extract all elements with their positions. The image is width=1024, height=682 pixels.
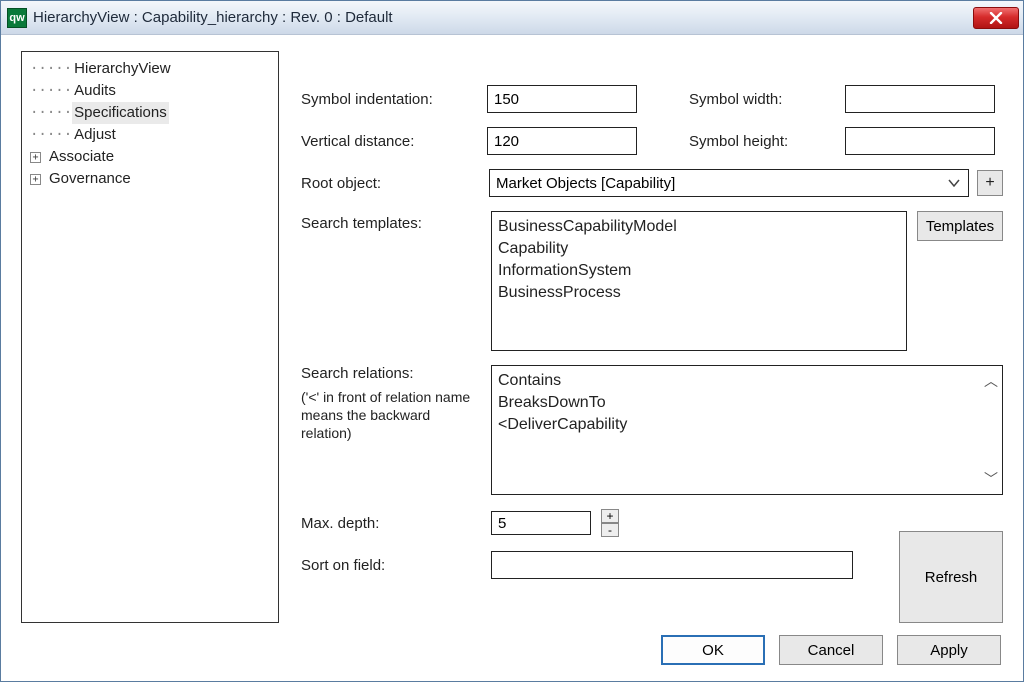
symbol-width-input[interactable] (845, 85, 995, 113)
list-item[interactable]: InformationSystem (498, 260, 900, 282)
tree-label: Audits (72, 80, 118, 102)
refresh-button[interactable]: Refresh (899, 531, 1003, 623)
tree-item-associate[interactable]: + Associate (30, 146, 270, 168)
sort-on-field-row: Sort on field: (301, 551, 1003, 579)
tree-expander-icon[interactable]: + (30, 152, 41, 163)
tree-item-audits[interactable]: ····· Audits (30, 80, 270, 102)
stepper-down-button[interactable]: - (601, 523, 619, 537)
vertical-distance-input[interactable] (487, 127, 637, 155)
root-object-add-button[interactable]: + (977, 170, 1003, 196)
tree-connector: ····· (30, 124, 72, 146)
tree-connector: ····· (30, 80, 72, 102)
vertical-distance-label: Vertical distance: (301, 133, 481, 150)
client-area: ····· HierarchyView ····· Audits ····· S… (1, 35, 1023, 681)
symbol-height-label: Symbol height: (689, 133, 839, 150)
templates-button[interactable]: Templates (917, 211, 1003, 241)
window-title: HierarchyView : Capability_hierarchy : R… (33, 9, 973, 26)
tree-connector: ····· (30, 102, 72, 124)
search-relations-row: Search relations: ('<' in front of relat… (301, 365, 1003, 495)
search-relations-label: Search relations: (301, 365, 481, 382)
tree-expander-icon[interactable]: + (30, 174, 41, 185)
tree-item-specifications[interactable]: ····· Specifications (30, 102, 270, 124)
app-icon: qw (7, 8, 27, 28)
titlebar: qw HierarchyView : Capability_hierarchy … (1, 1, 1023, 35)
tree-label: Adjust (72, 124, 118, 146)
list-item[interactable]: BusinessCapabilityModel (498, 216, 900, 238)
sort-on-field-label: Sort on field: (301, 557, 481, 574)
max-depth-input[interactable] (491, 511, 591, 535)
search-relations-hint: ('<' in front of relation name means the… (301, 388, 481, 442)
root-object-label: Root object: (301, 175, 481, 192)
ok-button[interactable]: OK (661, 635, 765, 665)
apply-button[interactable]: Apply (897, 635, 1001, 665)
list-item[interactable]: Capability (498, 238, 900, 260)
dialog-footer: OK Cancel Apply (21, 623, 1003, 669)
close-icon (989, 12, 1003, 24)
symbol-height-input[interactable] (845, 127, 995, 155)
tree-item-adjust[interactable]: ····· Adjust (30, 124, 270, 146)
tree-item-hierarchyview[interactable]: ····· HierarchyView (30, 58, 270, 80)
tree-panel[interactable]: ····· HierarchyView ····· Audits ····· S… (21, 51, 279, 623)
list-item[interactable]: BreaksDownTo (498, 392, 996, 414)
search-relations-list[interactable]: Contains BreaksDownTo <DeliverCapability… (491, 365, 1003, 495)
max-depth-row: Max. depth: + - (301, 509, 1003, 537)
list-item[interactable]: BusinessProcess (498, 282, 900, 304)
search-relations-label-block: Search relations: ('<' in front of relat… (301, 365, 481, 442)
main-row: ····· HierarchyView ····· Audits ····· S… (21, 51, 1003, 623)
symbol-indentation-input[interactable] (487, 85, 637, 113)
tree-label: Specifications (72, 102, 169, 124)
list-item[interactable]: Contains (498, 370, 996, 392)
search-templates-label: Search templates: (301, 211, 481, 232)
top-grid: Symbol indentation: Symbol width: Vertic… (301, 85, 1003, 155)
cancel-button[interactable]: Cancel (779, 635, 883, 665)
tree-label: HierarchyView (72, 58, 172, 80)
close-button[interactable] (973, 7, 1019, 29)
dialog-window: qw HierarchyView : Capability_hierarchy … (0, 0, 1024, 682)
tree-label: Governance (47, 168, 133, 190)
max-depth-stepper: + - (601, 509, 619, 537)
root-object-select[interactable]: Market Objects [Capability] (489, 169, 969, 197)
scroll-down-icon: ﹀ (982, 468, 1000, 490)
max-depth-label: Max. depth: (301, 515, 481, 532)
stepper-up-button[interactable]: + (601, 509, 619, 523)
tree-label: Associate (47, 146, 116, 168)
symbol-width-label: Symbol width: (689, 91, 839, 108)
tree-connector: ····· (30, 58, 72, 80)
sort-on-field-input[interactable] (491, 551, 853, 579)
symbol-indentation-label: Symbol indentation: (301, 91, 481, 108)
search-templates-row: Search templates: BusinessCapabilityMode… (301, 211, 1003, 351)
list-item[interactable]: <DeliverCapability (498, 414, 996, 436)
form-panel: Symbol indentation: Symbol width: Vertic… (301, 51, 1003, 623)
tree-item-governance[interactable]: + Governance (30, 168, 270, 190)
root-object-row: Root object: Market Objects [Capability]… (301, 169, 1003, 197)
search-templates-list[interactable]: BusinessCapabilityModel Capability Infor… (491, 211, 907, 351)
